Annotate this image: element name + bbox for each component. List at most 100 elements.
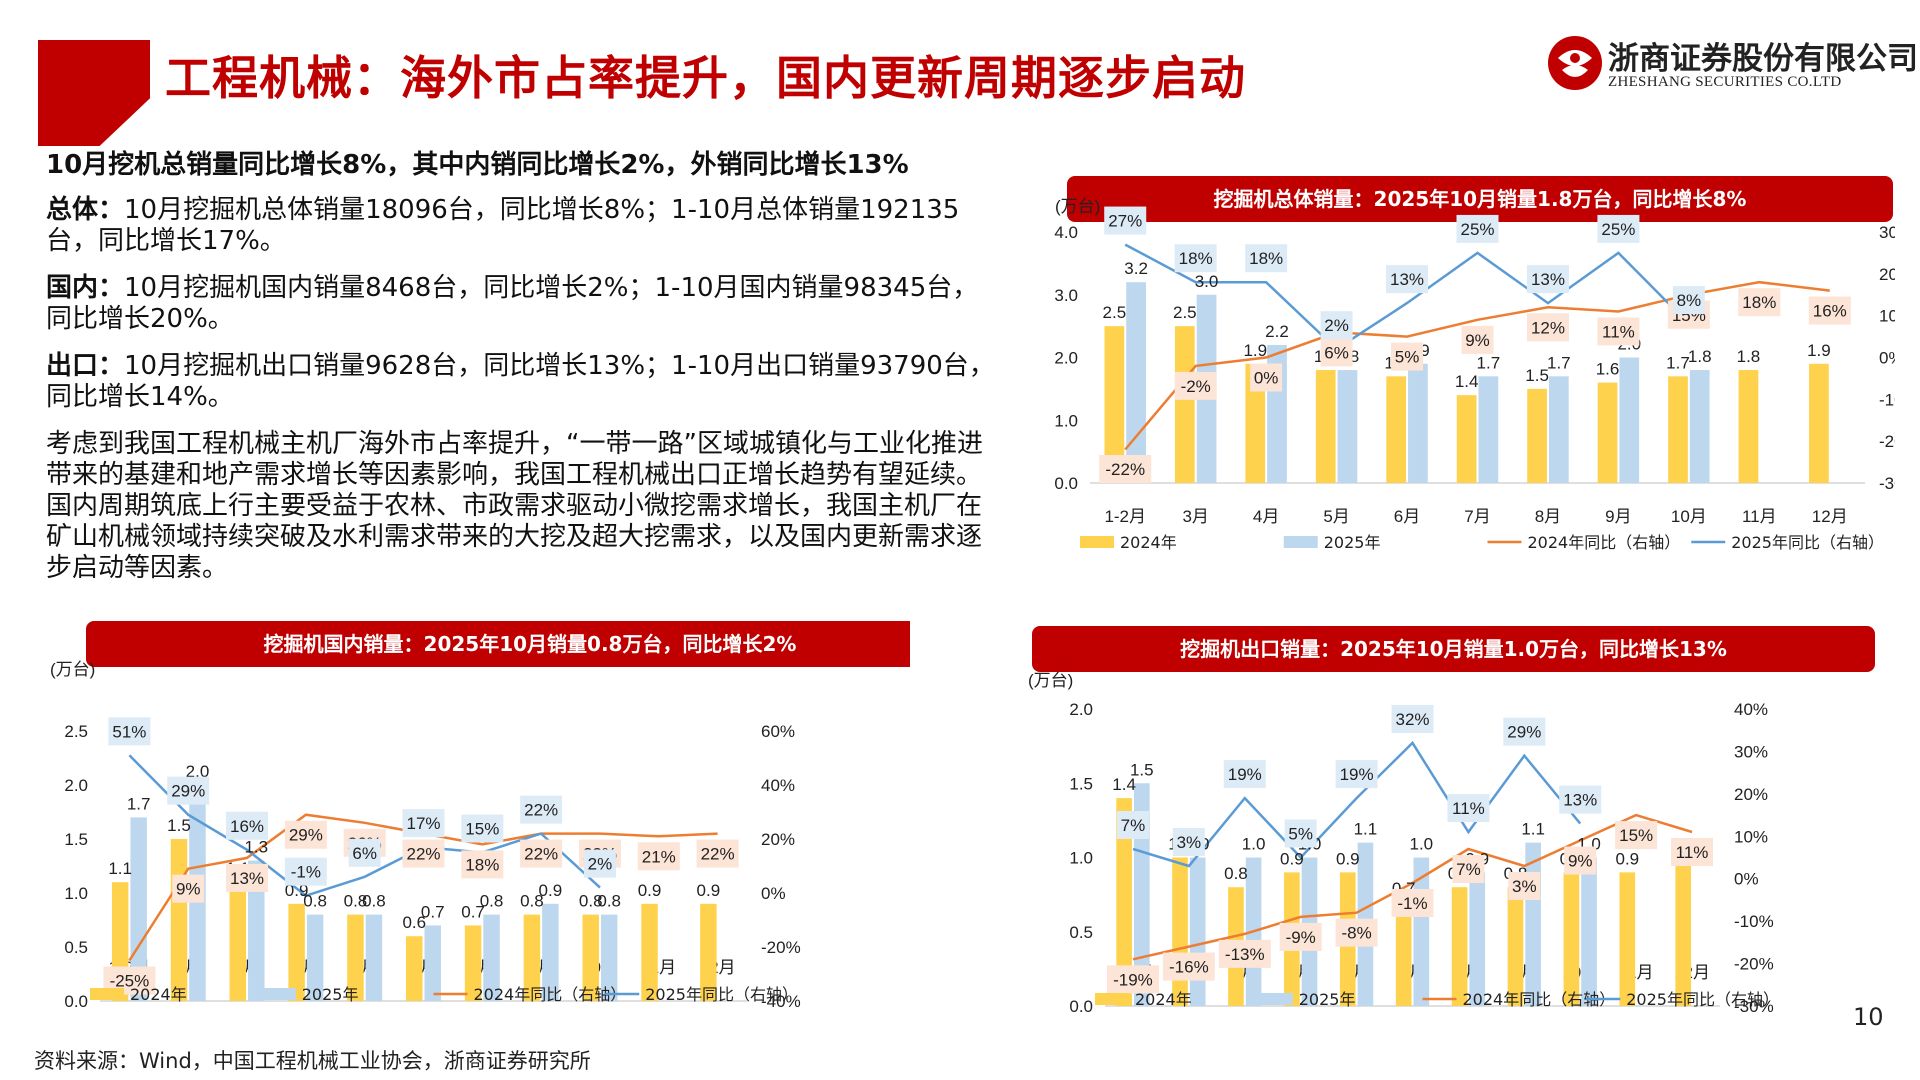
- bar-2024-value-label: 1.9: [1807, 341, 1831, 360]
- total-paragraph: 总体：10月挖掘机总体销量18096台，同比增长8%；1-10月总体销量1921…: [46, 195, 996, 257]
- bar-2024-value-label: 2.5: [1103, 303, 1127, 322]
- bar-2024-value-label: 0.9: [638, 881, 662, 900]
- yoy-2024-value-label: 6%: [1324, 343, 1349, 362]
- bar-2024: [523, 914, 541, 1001]
- bar-2024: [1563, 872, 1580, 1006]
- y-tick-label: 2.5: [64, 722, 88, 741]
- yoy-2025-value-label: 8%: [1677, 291, 1702, 310]
- yoy-2024-value-label: -19%: [1113, 970, 1153, 989]
- chart-title-banner: [86, 621, 910, 667]
- y2-tick-label: -30%: [1734, 997, 1774, 1016]
- source-note: 资料来源：Wind，中国工程机械工业协会，浙商证券研究所: [34, 1049, 591, 1073]
- yoy-2025-label-bg: [1672, 286, 1705, 315]
- yoy-2025-label-bg: [1391, 704, 1434, 733]
- bar-2025-value-label: 0.8: [303, 892, 327, 911]
- bar-2024-value-label: 0.6: [402, 913, 426, 932]
- bar-2024: [641, 903, 658, 1001]
- legend-label: 2024年同比（右轴）: [474, 985, 627, 1004]
- bar-2025-value-label: 1.7: [1547, 353, 1571, 372]
- legend-2024-swatch: [1095, 993, 1129, 1005]
- yoy-2024-label-bg: [1452, 855, 1485, 884]
- yoy-2025-value-label: 51%: [112, 722, 146, 741]
- bar-2025: [542, 903, 559, 1001]
- bar-2025: [248, 860, 265, 1001]
- legend-label: 2024年: [1135, 990, 1192, 1009]
- legend-label: 2025年: [302, 985, 359, 1004]
- legend-label: 2025年同比（右轴）: [1626, 990, 1779, 1009]
- yoy-2024-value-label: -22%: [1105, 460, 1145, 479]
- bar-2024: [1174, 326, 1195, 483]
- yoy-2025-label-bg: [583, 849, 616, 878]
- yoy-2024-label-bg: [1320, 338, 1353, 367]
- x-tick-label: 4月: [1253, 507, 1279, 526]
- y-tick-label: 4.0: [1054, 223, 1078, 242]
- legend-2024-swatch: [90, 988, 124, 1000]
- yoy-2024-label-bg: [1391, 342, 1424, 371]
- y2-tick-label: -40%: [761, 992, 801, 1011]
- yoy-2025-value-label: 18%: [1179, 249, 1213, 268]
- bar-2024-value-label: 0.9: [1336, 849, 1360, 868]
- yoy-2025-label-bg: [1597, 214, 1640, 243]
- y2-tick-label: -20%: [1879, 432, 1895, 451]
- bar-2025-value-label: 2.0: [186, 762, 210, 781]
- chart-title: 挖掘机总体销量：2025年10月销量1.8万台，同比增长8%: [1214, 187, 1747, 211]
- yoy-2025-value-label: 3%: [1177, 833, 1202, 852]
- chart-svg: 挖掘机国内销量：2025年10月销量0.8万台，同比增长2% (万台) 0.0 0.5…: [50, 621, 910, 1011]
- bar-2024-value-label: 0.8: [579, 892, 603, 911]
- yoy-2025-value-label: 29%: [1507, 723, 1541, 742]
- domestic-paragraph: 国内：10月挖掘机国内销量8468台，同比增长2%；1-10月国内销量98345…: [46, 273, 996, 335]
- yoy-2024-label-bg: [1597, 317, 1640, 346]
- yoy-2024-label-bg: [1162, 952, 1215, 981]
- yoy-2025-value-label: 11%: [1452, 799, 1485, 818]
- y2-tick-label: -10%: [1734, 912, 1774, 931]
- yoy-2025-label-bg: [1245, 244, 1288, 273]
- yoy-2024-label-bg: [1508, 871, 1541, 900]
- yoy-2024-label-bg: [226, 863, 269, 892]
- bar-2024-value-label: 1.8: [1737, 347, 1761, 366]
- y-tick-label: 1.5: [1069, 774, 1093, 793]
- yoy-2025-value-label: 13%: [1531, 270, 1565, 289]
- y-axis-unit-label: (万台): [1055, 197, 1100, 216]
- yoy-2025-value-label: -1%: [291, 863, 321, 882]
- logo-company-name-cn: 浙商证券股份有限公司: [1608, 41, 1918, 77]
- page-number: 10: [1853, 1003, 1884, 1031]
- yoy-2025-label-bg: [1223, 760, 1266, 789]
- yoy-2024-value-label: 16%: [1813, 302, 1847, 321]
- yoy-2025-label-bg: [1526, 265, 1569, 294]
- bar-2024-value-label: 0.8: [1224, 864, 1248, 883]
- x-tick-label: 7月: [1464, 507, 1490, 526]
- bar-2024: [1675, 857, 1692, 1006]
- bar-2025-value-label: 1.0: [1410, 835, 1434, 854]
- yoy-2024-value-label: 11%: [1676, 843, 1709, 862]
- yoy-2024-label-bg: [520, 839, 563, 868]
- legend-2024-swatch: [1080, 536, 1114, 548]
- y2-tick-label: -10%: [1879, 390, 1895, 409]
- bar-2025-value-label: 1.1: [1521, 820, 1545, 839]
- header-accent-block: [38, 40, 150, 146]
- y-tick-label: 1.0: [64, 884, 88, 903]
- bar-2024: [406, 936, 423, 1001]
- y2-tick-label: 20%: [761, 830, 795, 849]
- bar-2024: [1507, 887, 1524, 1006]
- bar-2025: [1689, 370, 1710, 483]
- yoy-2025-value-label: 2%: [1324, 316, 1349, 335]
- legend-label: 2024年同比（右轴）: [1528, 533, 1681, 552]
- summary-lead: 10月挖机总销量同比增长8%，其中内销同比增长2%，外销同比增长13%: [46, 150, 909, 180]
- bar-2025-value-label: 1.8: [1688, 347, 1712, 366]
- bar-2024-value-label: 0.8: [520, 892, 544, 911]
- bar-2025: [1189, 857, 1206, 1006]
- bar-2024-value-label: 1.5: [167, 816, 191, 835]
- yoy-2024-value-label: -8%: [1341, 924, 1371, 943]
- yoy-2024-value-label: 18%: [465, 855, 499, 874]
- y-tick-label: 2.0: [64, 776, 88, 795]
- y2-tick-label: -20%: [761, 938, 801, 957]
- bar-2024: [582, 914, 599, 1001]
- yoy-2024-value-label: 11%: [1602, 322, 1635, 341]
- export-paragraph: 出口：10月挖掘机出口销量9628台，同比增长13%；1-10月出口销量9379…: [46, 351, 996, 413]
- bar-2024: [1527, 388, 1547, 483]
- legend-2025-swatch: [1258, 993, 1293, 1005]
- bar-2025: [365, 914, 383, 1001]
- yoy-2025-label-bg: [1447, 794, 1490, 823]
- bar-2024: [700, 903, 717, 1001]
- bar-2024: [1172, 857, 1188, 1006]
